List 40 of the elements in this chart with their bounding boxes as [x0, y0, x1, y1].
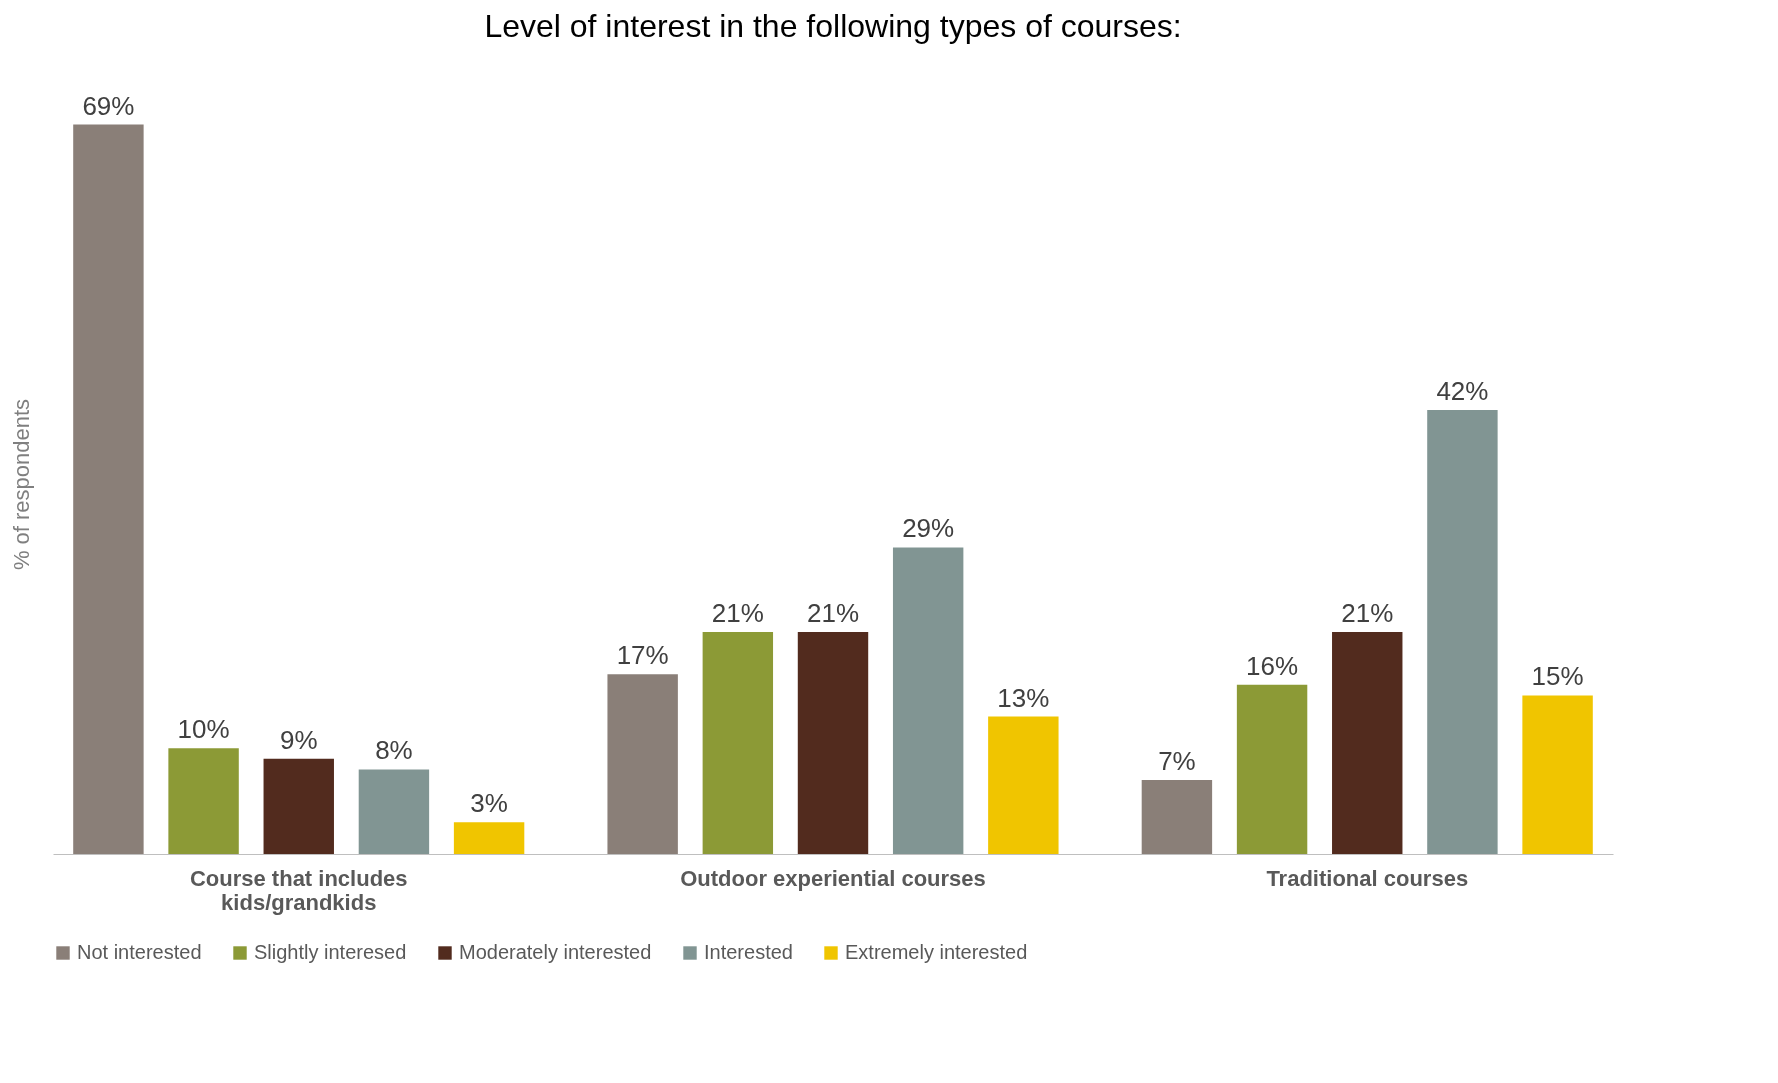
data-label: 42% — [1436, 376, 1489, 406]
data-label: 69% — [82, 90, 135, 121]
bar — [263, 758, 334, 854]
x-tick-label: Traditional courses — [1266, 865, 1469, 891]
bar — [73, 124, 144, 854]
bar — [702, 632, 774, 854]
data-label: 17% — [616, 640, 669, 671]
chart-title: Level of interest in the following types of courses: — [484, 7, 1182, 44]
data-label: 7% — [1158, 746, 1196, 776]
data-label: 21% — [806, 598, 860, 628]
y-axis-title: % of respondents — [8, 398, 34, 571]
data-label: 10% — [177, 714, 230, 745]
bar — [1427, 410, 1498, 854]
bar — [892, 547, 964, 854]
bar — [453, 822, 525, 854]
data-label: 8% — [375, 735, 413, 766]
data-label: 16% — [1246, 650, 1299, 681]
data-label: 21% — [1341, 598, 1394, 628]
data-label: 15% — [1531, 661, 1584, 692]
bar — [168, 748, 239, 854]
bar — [1332, 632, 1403, 854]
data-label: 9% — [279, 724, 318, 755]
x-tick-label: Course that includes kids/grandkids — [189, 865, 408, 915]
legend-label: Moderately interested — [459, 941, 652, 963]
bar — [1236, 684, 1308, 854]
bar — [1141, 780, 1213, 854]
legend-label: Slightly interesed — [254, 941, 407, 963]
bar — [988, 716, 1059, 854]
bar — [797, 632, 869, 854]
bar — [358, 769, 430, 854]
legend-label: Interested — [704, 941, 793, 963]
data-label: 13% — [997, 682, 1050, 713]
data-label: 3% — [470, 788, 508, 819]
data-label: 29% — [902, 513, 955, 544]
bar — [607, 674, 678, 854]
bar — [1522, 695, 1593, 854]
legend-label: Not interested — [77, 941, 202, 963]
data-label: 21% — [711, 598, 764, 628]
x-tick-label: Outdoor experiential courses — [680, 865, 986, 891]
legend-label: Extremely interested — [845, 941, 1028, 963]
